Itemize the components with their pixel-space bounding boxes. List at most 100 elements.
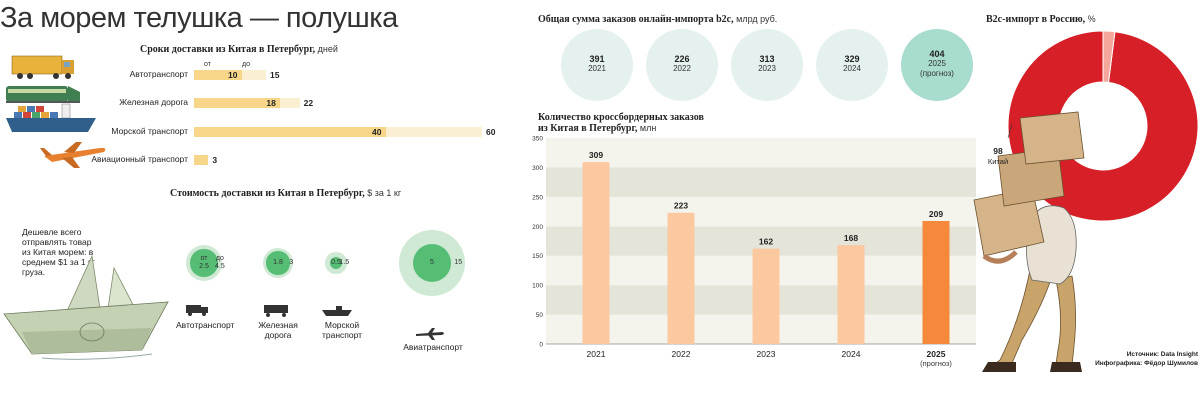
online-import-year: 2025: [928, 59, 946, 68]
bar: [837, 245, 865, 344]
delivery-mode-label: Авиационный транспорт: [91, 154, 188, 164]
delivery-min-value: 18: [266, 98, 276, 108]
x-tick-label: 2022: [672, 349, 691, 359]
delivery-max-value: 15: [270, 70, 280, 80]
porter-illustration: [973, 111, 1085, 372]
donut-name-label: Китай: [988, 157, 1008, 166]
cost-max-circle: [185, 244, 223, 282]
online-import-value: 404: [929, 49, 945, 59]
online-import-value: 391: [589, 54, 605, 64]
cost-max-value: до 4.5: [215, 255, 225, 270]
crossborder-bar-chart: 0 50 100 150 200 250 300 350 309 2021 223 2022 162 20…: [532, 136, 976, 368]
delivery-time-title: Сроки доставки из Китая в Петербург, дне…: [140, 44, 338, 55]
online-import-year: 2021: [588, 64, 606, 73]
online-import-circle: 313 2023: [731, 29, 803, 101]
y-tick-label: 150: [532, 253, 543, 260]
leader-line: [1007, 123, 1013, 139]
cost-max-value: 3: [289, 259, 294, 266]
cost-min-circle: [190, 249, 218, 277]
from-label: от: [204, 61, 211, 68]
online-import-circle: 226 2022: [646, 29, 718, 101]
online-import-title: Общая сумма заказов онлайн-импорта b2c, …: [538, 14, 778, 25]
paper-boat-icon: [3, 254, 169, 360]
cost-min-circle: [329, 256, 343, 270]
source-credit: Источник: Data Insight Инфографика: Фёдор…: [1095, 351, 1198, 367]
cost-max-value: 1.5: [339, 259, 350, 266]
truck-icon: [11, 55, 74, 79]
page-title: За морем телушка — полушка: [0, 2, 398, 34]
truck-small-icon: [186, 305, 208, 316]
online-import-value: 226: [674, 54, 690, 64]
cost-label-sea: Морской транспорт: [321, 320, 363, 340]
online-import-value: 329: [844, 54, 860, 64]
x-tick-label: 2023: [757, 349, 776, 359]
online-import-year: 2023: [758, 64, 776, 73]
train-icon: [6, 86, 80, 103]
delivery-min-value: 40: [372, 127, 382, 137]
delivery-mode-label: Морской транспорт: [111, 126, 188, 136]
delivery-min-value: 10: [228, 70, 238, 80]
to-label: до: [242, 61, 250, 68]
b2c-title: B2c-импорт в Россию, %: [986, 14, 1096, 25]
delivery-min-bar: [194, 70, 242, 80]
cost-max-circle: [325, 252, 347, 274]
bar: [582, 162, 610, 344]
cost-label-air: Авиатранспорт: [403, 342, 463, 352]
x-tick-label: 2025: [927, 349, 946, 359]
y-tick-label: 350: [532, 136, 543, 143]
y-tick-label: 250: [532, 194, 543, 201]
plane-icon: [40, 142, 106, 168]
cost-min-value: 5: [430, 259, 434, 266]
delivery-max-value: 22: [303, 98, 314, 108]
y-tick-label: 200: [532, 224, 543, 231]
delivery-min-bar: [194, 127, 386, 137]
delivery-cost-title: Стоимость доставки из Китая в Петербург,…: [170, 188, 402, 199]
cost-label-auto: Автотранспорт: [176, 320, 235, 330]
online-import-note: (прогноз): [920, 69, 954, 78]
online-import-value: 313: [759, 54, 775, 64]
cost-min-value: 0.5: [331, 259, 341, 266]
delivery-mode-label: Железная дорога: [119, 97, 188, 107]
transport-icons: [6, 55, 106, 168]
y-tick-label: 50: [536, 312, 544, 319]
grid-band: [546, 167, 976, 197]
online-import-circle: 329 2024: [816, 29, 888, 101]
bar: [667, 212, 695, 344]
bar: [752, 248, 780, 344]
x-tick-label: 2024: [842, 349, 861, 359]
online-import-circle: 404 2025 (прогноз): [901, 29, 973, 101]
y-tick-label: 300: [532, 165, 543, 172]
bar-value-label: 223: [674, 201, 688, 211]
bar: [922, 220, 950, 344]
donut-value-label: 98: [993, 146, 1003, 156]
bar-value-label: 168: [844, 233, 858, 243]
cost-label-rail: Железная дорога: [258, 320, 298, 340]
crossborder-title: Количество кроссбордерных заказов из Кита…: [538, 112, 704, 134]
cost-min-value: от 2.5: [199, 255, 209, 270]
sea-cheapest-note: Дешевле всего отправлять товар из Китая …: [22, 227, 95, 277]
bar-value-label: 209: [929, 209, 943, 219]
grid-band: [546, 196, 976, 227]
online-import-circle: 391 2021: [561, 29, 633, 101]
delivery-min-value: 3: [212, 155, 218, 165]
cost-min-circle: [412, 243, 452, 283]
x-tick-note: (прогноз): [920, 359, 952, 368]
railcar-small-icon: [264, 305, 288, 317]
delivery-mode-label: Автотранспорт: [129, 69, 188, 79]
y-tick-label: 0: [539, 342, 543, 349]
cost-min-value: 1.8: [273, 259, 283, 266]
x-tick-label: 2021: [587, 349, 606, 359]
plane-small-icon: [416, 328, 444, 340]
ship-small-icon: [322, 306, 352, 316]
delivery-min-bar: [194, 98, 281, 108]
delivery-max-value: 60: [486, 127, 496, 137]
cost-min-circle: [266, 251, 290, 275]
ship-icon: [6, 103, 96, 132]
cost-max-value: 15: [454, 259, 463, 266]
delivery-min-bar: [194, 155, 209, 165]
grid-band: [546, 138, 976, 168]
online-import-year: 2024: [843, 64, 861, 73]
donut-slice: [1102, 30, 1116, 83]
y-tick-label: 100: [532, 283, 543, 290]
